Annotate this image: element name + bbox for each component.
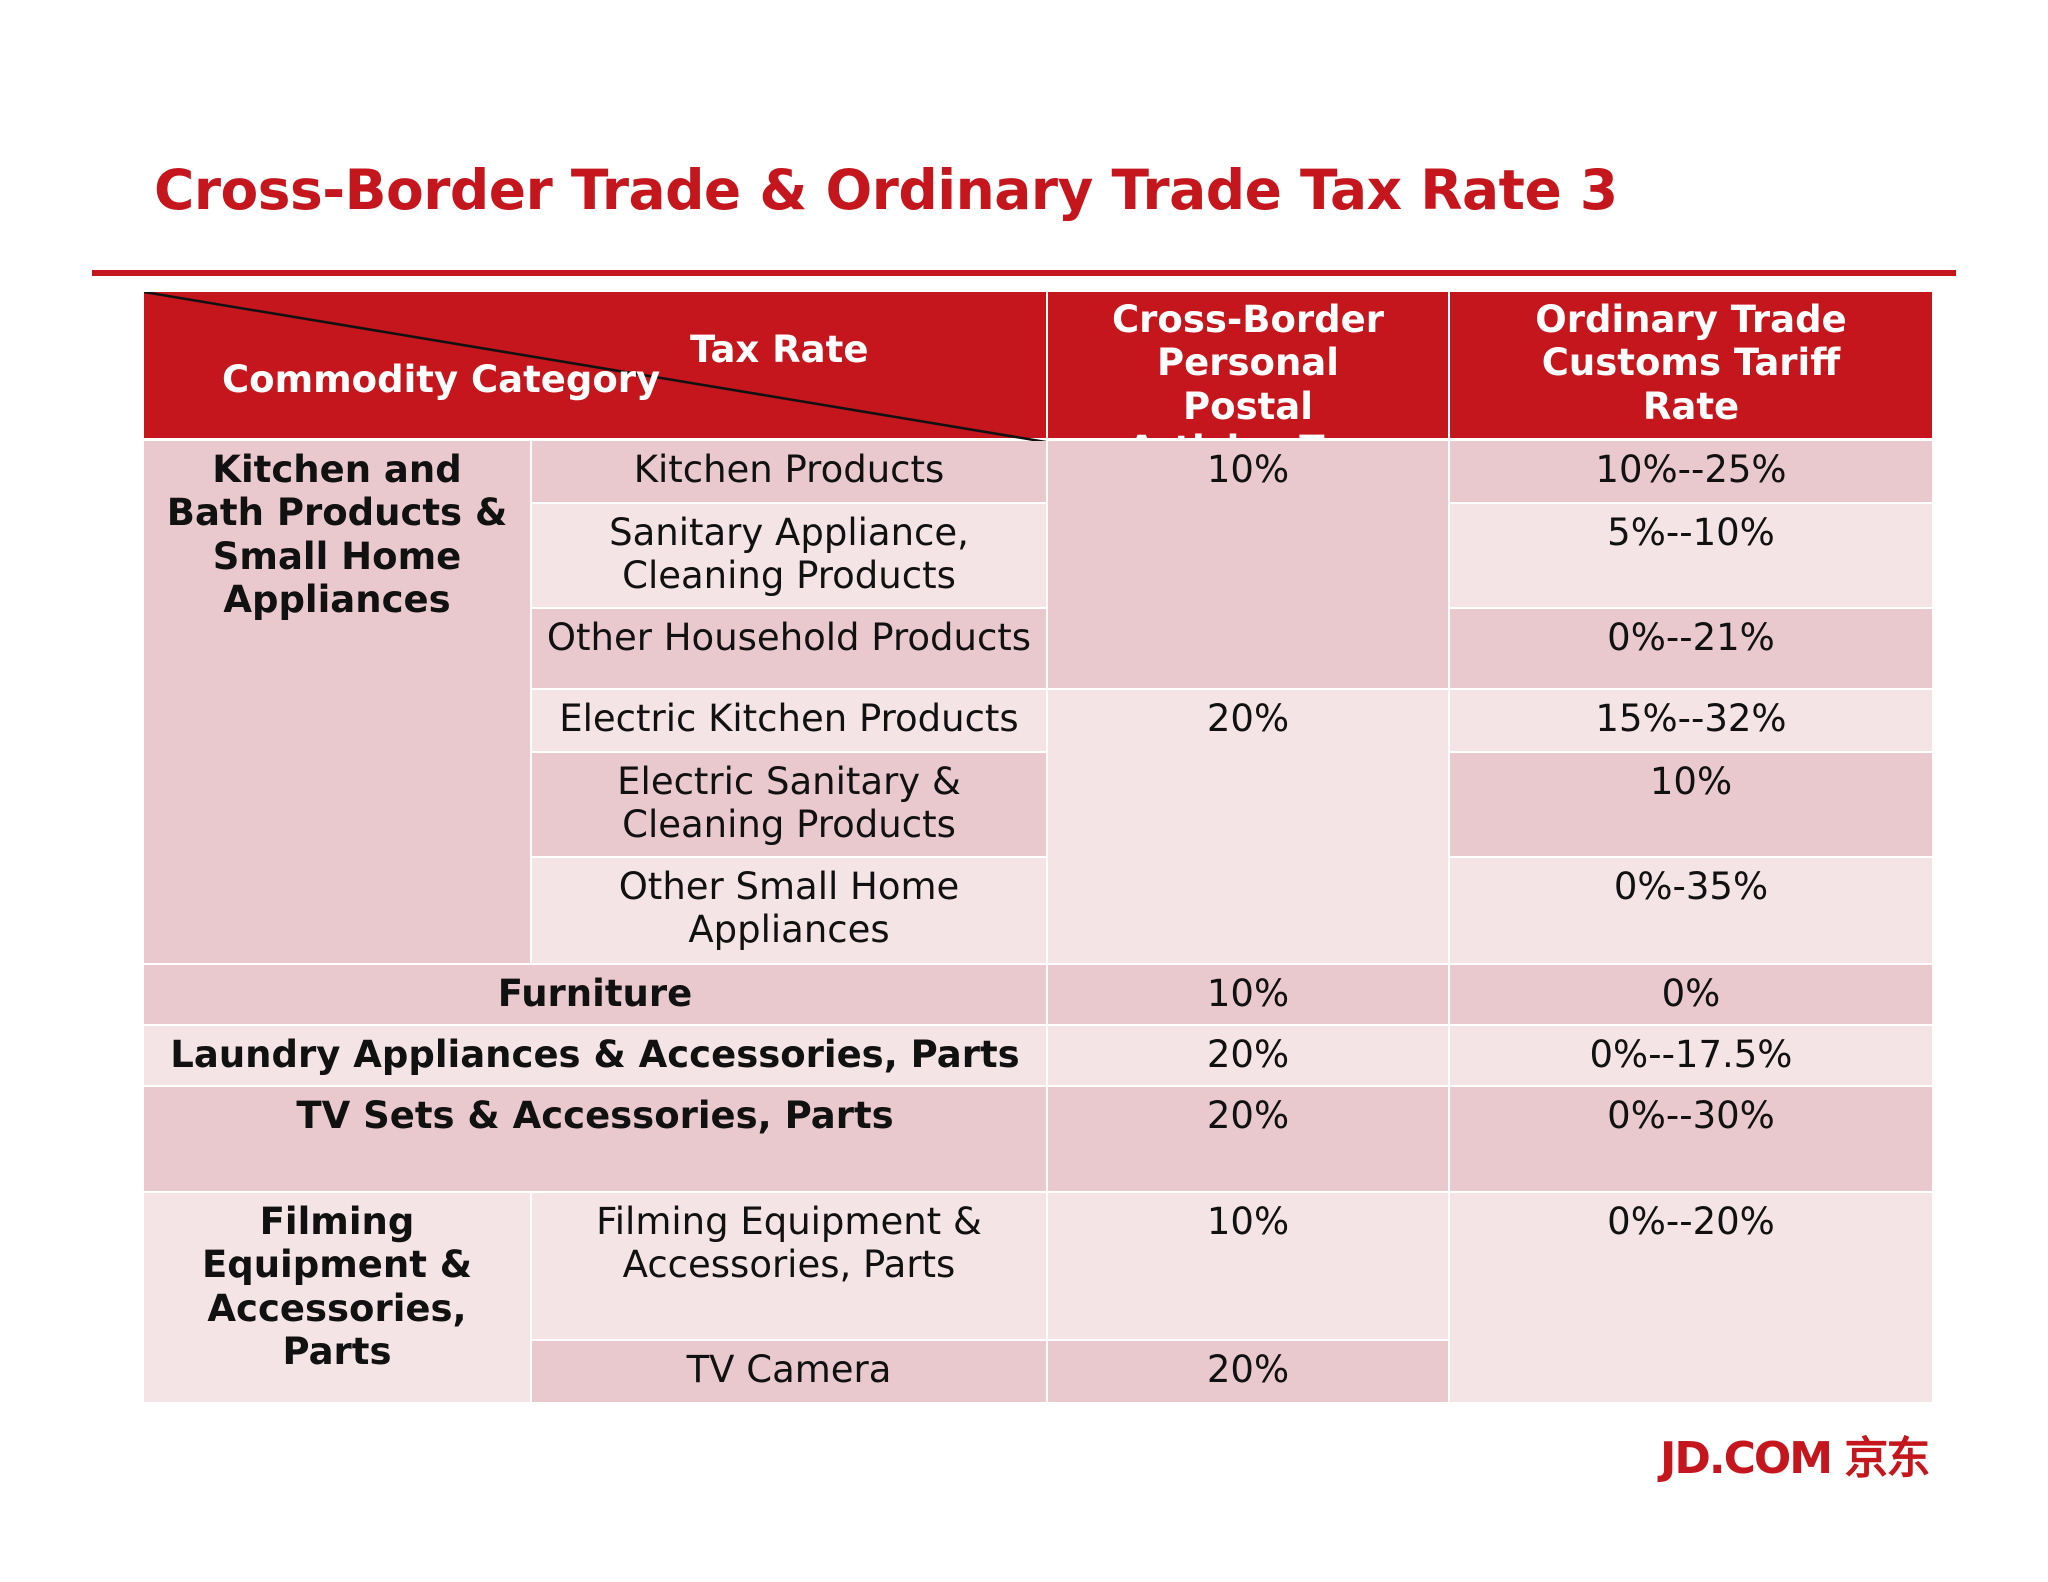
header-tax-rate: Tax Rate: [690, 328, 869, 371]
ordinary-other-household: 0%--21%: [1450, 609, 1932, 688]
sub-kitchen-products: Kitchen Products: [532, 441, 1046, 502]
sub-filming-equipment: Filming Equipment & Accessories, Parts: [532, 1193, 1046, 1339]
sub-tv-camera: TV Camera: [532, 1341, 1046, 1402]
sub-other-household: Other Household Products: [532, 609, 1046, 688]
header-commodity-category: Commodity Category: [222, 358, 661, 401]
cross-border-appliances-rate: 20%: [1048, 690, 1448, 963]
sub-electric-sanitary: Electric Sanitary & Cleaning Products: [532, 753, 1046, 856]
title-divider: [92, 270, 1956, 276]
page-title: Cross-Border Trade & Ordinary Trade Tax …: [154, 158, 1618, 222]
header-diagonal-line: [144, 292, 1046, 442]
cross-border-tv-camera: 20%: [1048, 1341, 1448, 1402]
cross-border-filming: 10%: [1048, 1193, 1448, 1339]
ordinary-sanitary: 5%--10%: [1450, 504, 1932, 607]
ordinary-electric-kitchen: 15%--32%: [1450, 690, 1932, 751]
group-filming: Filming Equipment & Accessories, Parts: [144, 1193, 530, 1402]
ordinary-electric-sanitary: 10%: [1450, 753, 1932, 856]
ordinary-furniture: 0%: [1450, 965, 1932, 1024]
cross-border-laundry: 20%: [1048, 1026, 1448, 1085]
group-kitchen-bath: Kitchen and Bath Products & Small Home A…: [144, 441, 530, 963]
group-tv-sets: TV Sets & Accessories, Parts: [144, 1087, 1046, 1191]
header-ordinary: Ordinary Trade Customs Tariff Rate: [1450, 292, 1932, 438]
sub-sanitary: Sanitary Appliance, Cleaning Products: [532, 504, 1046, 607]
ordinary-other-small: 0%-35%: [1450, 858, 1932, 963]
group-laundry: Laundry Appliances & Accessories, Parts: [144, 1026, 1046, 1085]
cross-border-furniture: 10%: [1048, 965, 1448, 1024]
cross-border-household-rate: 10%: [1048, 441, 1448, 688]
group-furniture: Furniture: [144, 965, 1046, 1024]
jd-logo: JD.COM 京东: [1660, 1433, 1930, 1484]
ordinary-laundry: 0%--17.5%: [1450, 1026, 1932, 1085]
sub-other-small-appliances: Other Small Home Appliances: [532, 858, 1046, 963]
ordinary-filming: 0%--20%: [1450, 1193, 1932, 1402]
sub-electric-kitchen: Electric Kitchen Products: [532, 690, 1046, 751]
cross-border-tv-sets: 20%: [1048, 1087, 1448, 1191]
ordinary-kitchen-products: 10%--25%: [1450, 441, 1932, 502]
header-cross-border: Cross-Border Personal Postal Articles Ta…: [1048, 292, 1448, 514]
ordinary-tv-sets: 0%--30%: [1450, 1087, 1932, 1191]
